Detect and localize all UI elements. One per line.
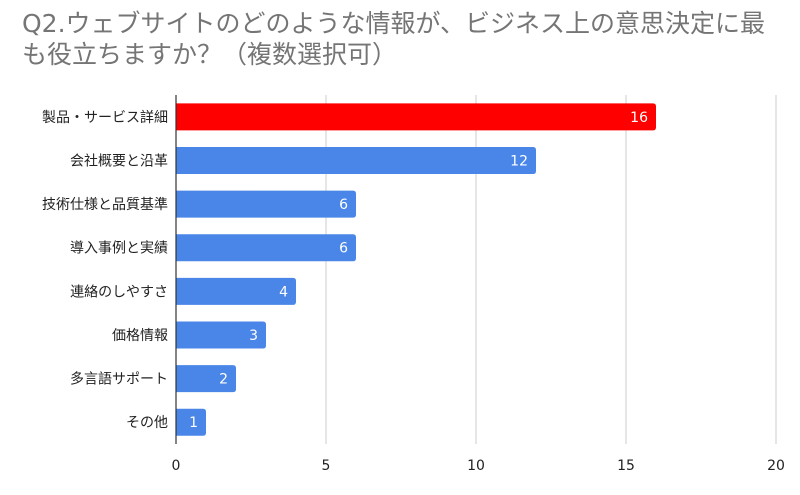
data-label: 1 bbox=[189, 415, 198, 431]
category-label: 技術仕様と品質基準 bbox=[42, 196, 168, 213]
x-tick-label: 20 bbox=[767, 458, 785, 474]
data-label: 6 bbox=[339, 241, 348, 257]
category-label: 製品・サービス詳細 bbox=[42, 110, 168, 126]
bar bbox=[176, 365, 236, 393]
bar bbox=[176, 408, 206, 436]
bar bbox=[176, 146, 536, 174]
category-label: 多言語サポート bbox=[70, 371, 168, 388]
bar bbox=[176, 234, 356, 262]
bar bbox=[176, 190, 356, 218]
data-label: 6 bbox=[339, 197, 348, 213]
x-tick-label: 15 bbox=[617, 458, 635, 474]
category-label: 連絡のしやすさ bbox=[70, 284, 168, 300]
x-tick-label: 5 bbox=[322, 458, 331, 474]
data-label: 16 bbox=[630, 110, 648, 126]
x-tick-label: 0 bbox=[172, 458, 181, 474]
data-label: 12 bbox=[510, 153, 528, 169]
category-label: その他 bbox=[126, 415, 168, 431]
bar bbox=[176, 321, 266, 349]
chart-title: Q2.ウェブサイトのどのような情報が、ビジネス上の意思決定に最も役立ちますか？（… bbox=[22, 9, 766, 69]
data-label: 3 bbox=[249, 328, 258, 344]
category-label: 会社概要と沿革 bbox=[70, 153, 168, 169]
x-tick-label: 10 bbox=[467, 458, 485, 474]
bar bbox=[176, 103, 656, 131]
data-label: 4 bbox=[279, 284, 288, 300]
category-label: 導入事例と実績 bbox=[70, 241, 168, 257]
category-label: 価格情報 bbox=[112, 328, 168, 344]
data-label: 2 bbox=[219, 372, 228, 388]
bar bbox=[176, 277, 296, 305]
